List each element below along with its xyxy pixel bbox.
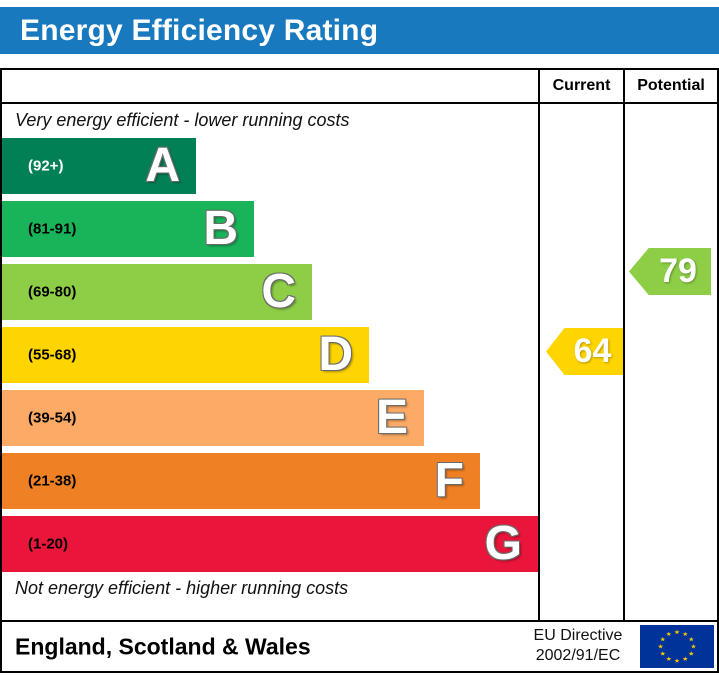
current-column-header: Current (552, 77, 611, 94)
band-letter: C (261, 265, 296, 318)
page-title: Energy Efficiency Rating (20, 13, 379, 47)
current-arrow: 64 (546, 328, 623, 375)
eu-directive-line1: EU Directive (533, 626, 623, 644)
header-row-divider (2, 102, 717, 104)
band-row: (81-91) B (2, 201, 254, 257)
eu-flag-icon (640, 625, 714, 668)
band-range: (39-54) (28, 409, 77, 427)
eu-directive-line2: 2002/91/EC (535, 647, 621, 665)
band-range: (81-91) (28, 220, 77, 238)
band-range: (92+) (28, 157, 64, 175)
current-column-divider (538, 70, 540, 620)
band-row: (55-68) D (2, 327, 369, 383)
eu-directive-label: EU Directive 2002/91/EC (524, 626, 632, 668)
band-range: (69-80) (28, 283, 77, 301)
band-letter: F (434, 454, 464, 507)
band-letter: G (484, 517, 522, 570)
top-note: Very energy efficient - lower running co… (15, 110, 350, 130)
band-range: (21-38) (28, 472, 77, 490)
band-row: (1-20) G (2, 516, 538, 572)
bands: (92+) A (81-91) B (69-80) C (55-68) D (3… (2, 138, 538, 572)
footer: England, Scotland & Wales EU Directive 2… (2, 622, 717, 671)
band-letter: B (203, 202, 238, 255)
title-bar: Energy Efficiency Rating (0, 7, 719, 54)
band-letter: D (318, 328, 353, 381)
band-letter: E (375, 391, 408, 444)
footer-divider (2, 620, 717, 622)
band-range: (1-20) (28, 535, 69, 553)
region-label: England, Scotland & Wales (15, 633, 311, 659)
band-range: (55-68) (28, 346, 77, 364)
band-letter: A (145, 139, 180, 192)
band-row: (21-38) F (2, 453, 480, 509)
potential-value: 79 (659, 252, 697, 290)
band-row: (69-80) C (2, 264, 312, 320)
bottom-note: Not energy efficient - higher running co… (15, 578, 349, 598)
potential-column-divider (623, 70, 625, 620)
potential-column-header: Potential (637, 77, 705, 94)
band-row: (92+) A (2, 138, 196, 194)
potential-arrow: 79 (629, 248, 711, 295)
band-row: (39-54) E (2, 390, 424, 446)
current-value: 64 (573, 332, 612, 370)
rating-table: Current Potential Very energy efficient … (0, 68, 719, 673)
